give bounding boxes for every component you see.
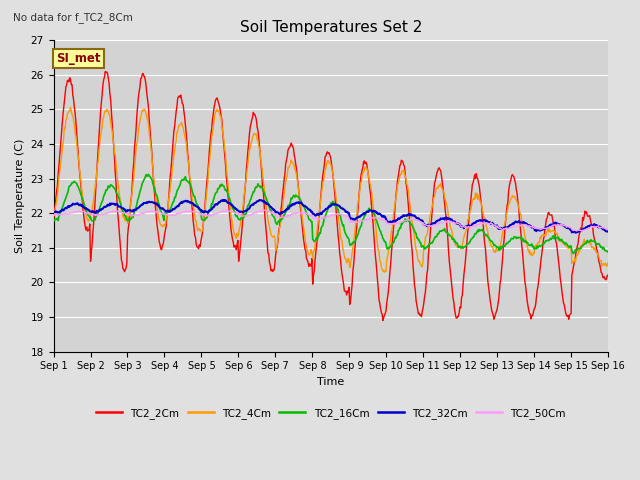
TC2_2Cm <box>118 257 125 263</box>
TC2_50Cm <box>116 209 124 215</box>
TC2_32Cm <box>60 207 67 213</box>
TC2_32Cm <box>415 216 423 222</box>
TC2_16Cm <box>145 171 152 177</box>
TC2_16Cm <box>50 216 58 222</box>
TC2_16Cm <box>604 249 612 255</box>
TC2_4Cm <box>381 269 388 275</box>
TC2_16Cm <box>116 200 124 206</box>
Legend: TC2_2Cm, TC2_4Cm, TC2_16Cm, TC2_32Cm, TC2_50Cm: TC2_2Cm, TC2_4Cm, TC2_16Cm, TC2_32Cm, TC… <box>92 403 570 423</box>
TC2_4Cm <box>400 167 408 173</box>
TC2_2Cm <box>400 162 408 168</box>
TC2_50Cm <box>173 211 180 217</box>
TC2_4Cm <box>416 260 424 265</box>
TC2_2Cm <box>379 318 387 324</box>
TC2_32Cm <box>572 230 580 236</box>
TC2_2Cm <box>416 312 424 318</box>
TC2_2Cm <box>203 177 211 183</box>
TC2_16Cm <box>174 187 182 192</box>
TC2_32Cm <box>173 204 180 209</box>
TC2_4Cm <box>203 186 211 192</box>
TC2_16Cm <box>570 251 577 256</box>
Line: TC2_50Cm: TC2_50Cm <box>54 210 608 231</box>
TC2_32Cm <box>116 204 124 210</box>
TC2_16Cm <box>399 219 407 225</box>
TC2_2Cm <box>174 96 182 101</box>
TC2_2Cm <box>60 106 67 112</box>
TC2_50Cm <box>60 211 67 217</box>
TC2_50Cm <box>573 228 580 234</box>
TC2_4Cm <box>604 260 612 265</box>
TC2_32Cm <box>202 208 210 214</box>
Text: No data for f_TC2_8Cm: No data for f_TC2_8Cm <box>13 12 132 23</box>
TC2_4Cm <box>50 214 58 219</box>
TC2_50Cm <box>259 207 267 213</box>
TC2_4Cm <box>67 105 74 110</box>
TC2_4Cm <box>60 136 67 142</box>
TC2_16Cm <box>415 237 423 243</box>
TC2_32Cm <box>604 228 612 234</box>
Line: TC2_16Cm: TC2_16Cm <box>54 174 608 253</box>
Line: TC2_2Cm: TC2_2Cm <box>54 72 608 321</box>
X-axis label: Time: Time <box>317 377 344 387</box>
TC2_32Cm <box>220 197 228 203</box>
TC2_32Cm <box>399 213 407 218</box>
Line: TC2_32Cm: TC2_32Cm <box>54 200 608 233</box>
TC2_50Cm <box>202 212 210 218</box>
TC2_16Cm <box>203 215 211 220</box>
Line: TC2_4Cm: TC2_4Cm <box>54 108 608 272</box>
Text: SI_met: SI_met <box>56 52 101 65</box>
TC2_4Cm <box>174 129 182 134</box>
TC2_50Cm <box>50 211 58 217</box>
TC2_50Cm <box>415 218 423 224</box>
TC2_16Cm <box>60 201 67 207</box>
TC2_2Cm <box>604 273 612 278</box>
Title: Soil Temperatures Set 2: Soil Temperatures Set 2 <box>239 20 422 35</box>
Y-axis label: Soil Temperature (C): Soil Temperature (C) <box>15 139 25 253</box>
TC2_2Cm <box>101 69 109 74</box>
TC2_50Cm <box>399 218 407 224</box>
TC2_32Cm <box>50 209 58 215</box>
TC2_50Cm <box>604 226 612 232</box>
TC2_2Cm <box>50 216 58 221</box>
TC2_4Cm <box>118 208 125 214</box>
